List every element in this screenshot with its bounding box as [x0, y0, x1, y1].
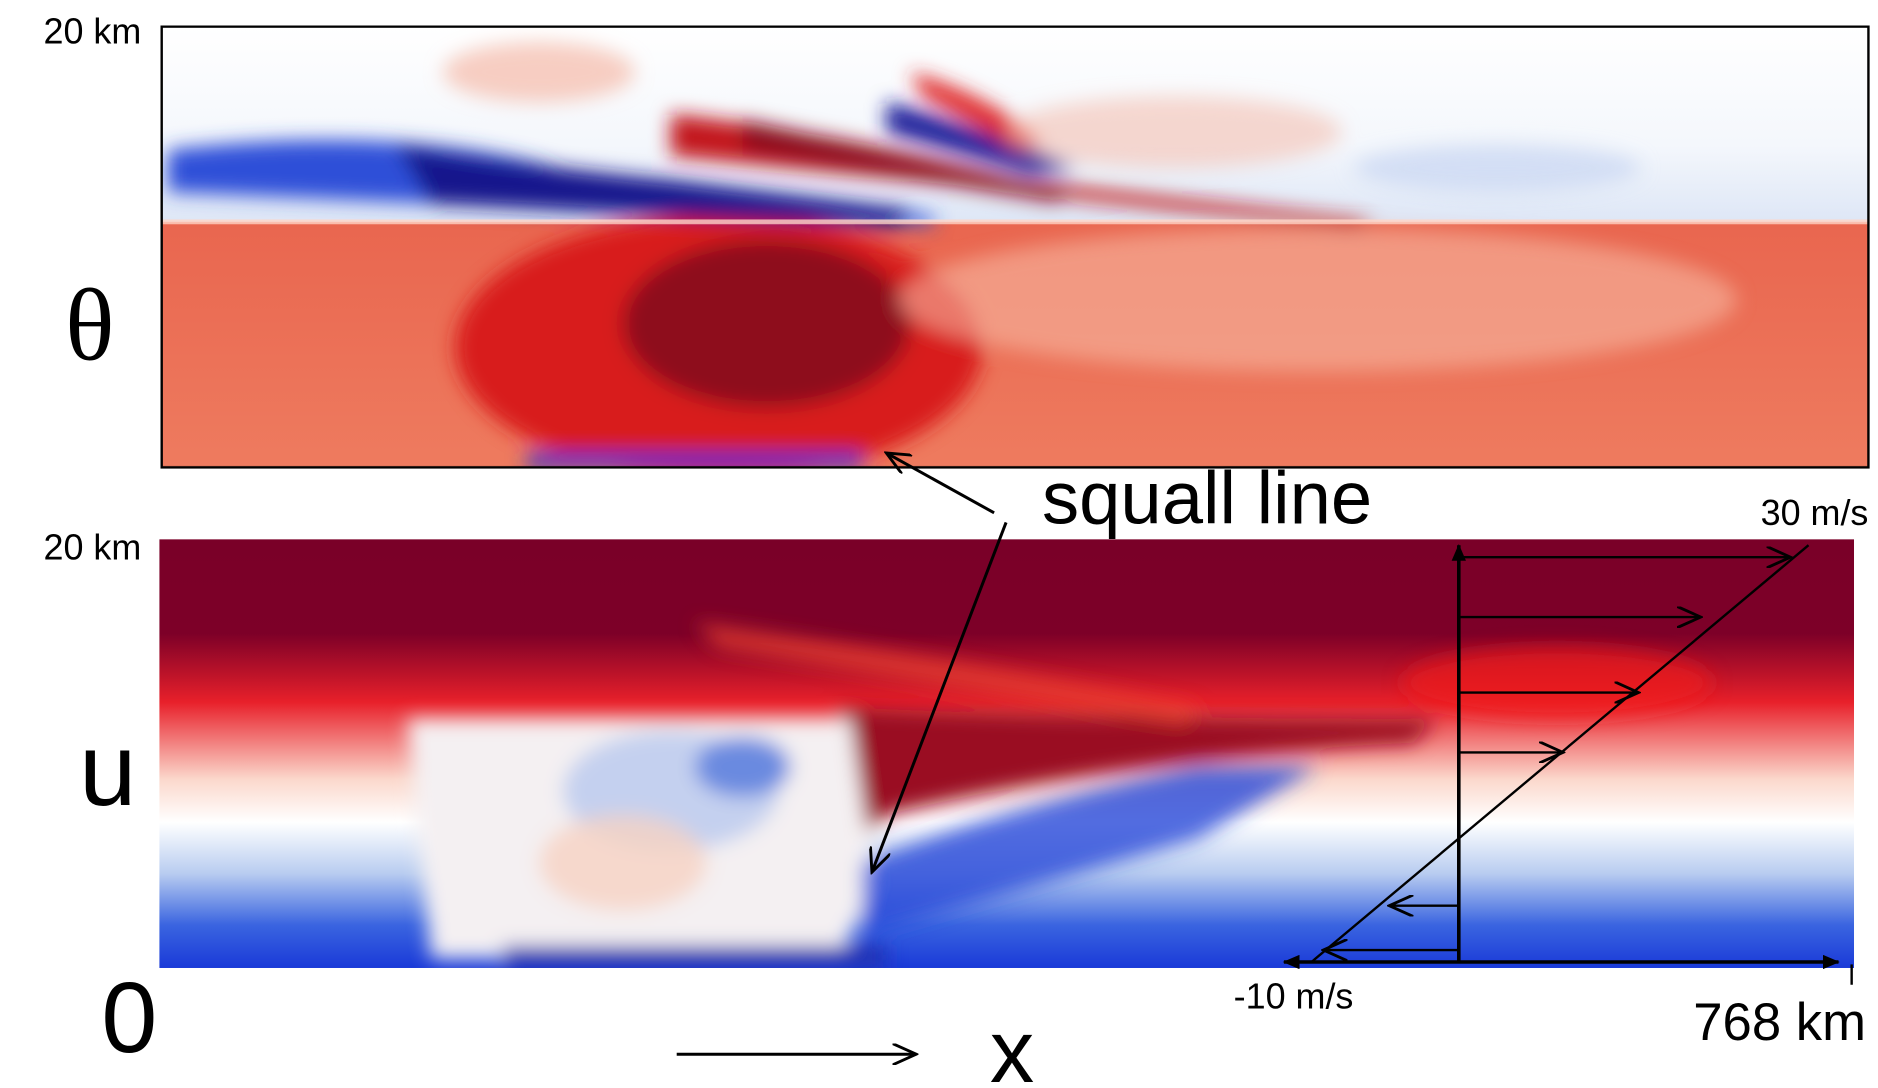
wind-profile	[1282, 544, 1840, 970]
axis-end: 768 km	[1693, 993, 1866, 1052]
axis-label: x	[990, 1002, 1034, 1088]
squall-arrow	[872, 521, 1008, 872]
axis-origin: 0	[101, 962, 157, 1074]
annotation: squall line	[1042, 457, 1372, 540]
theta-frame	[160, 25, 1870, 469]
u-field	[159, 539, 1855, 968]
variable-label: θ	[65, 269, 114, 383]
profile-min-label: -10 m/s	[1234, 976, 1354, 1017]
variable-label: u	[79, 712, 136, 827]
height-label: 20 km	[44, 527, 142, 568]
squall-arrow	[886, 453, 995, 515]
theta-field	[161, 26, 1869, 468]
height-label: 20 km	[44, 10, 142, 51]
profile-max-label: 30 m/s	[1761, 492, 1869, 533]
